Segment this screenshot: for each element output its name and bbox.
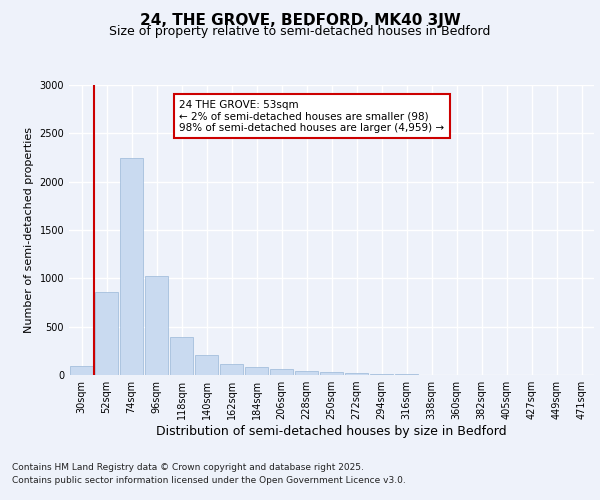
Bar <box>170 338 193 375</box>
Bar <box>270 368 293 375</box>
Bar <box>395 374 418 375</box>
Bar <box>295 370 318 375</box>
Text: 24 THE GROVE: 53sqm
← 2% of semi-detached houses are smaller (98)
98% of semi-de: 24 THE GROVE: 53sqm ← 2% of semi-detache… <box>179 100 445 132</box>
Text: Size of property relative to semi-detached houses in Bedford: Size of property relative to semi-detach… <box>109 25 491 38</box>
Bar <box>320 372 343 375</box>
Text: 24, THE GROVE, BEDFORD, MK40 3JW: 24, THE GROVE, BEDFORD, MK40 3JW <box>140 12 460 28</box>
Y-axis label: Number of semi-detached properties: Number of semi-detached properties <box>24 127 34 333</box>
X-axis label: Distribution of semi-detached houses by size in Bedford: Distribution of semi-detached houses by … <box>156 425 507 438</box>
Bar <box>120 158 143 375</box>
Bar <box>95 292 118 375</box>
Bar <box>245 368 268 375</box>
Bar <box>70 366 93 375</box>
Bar <box>220 364 243 375</box>
Bar <box>195 355 218 375</box>
Bar <box>345 373 368 375</box>
Text: Contains HM Land Registry data © Crown copyright and database right 2025.: Contains HM Land Registry data © Crown c… <box>12 462 364 471</box>
Text: Contains public sector information licensed under the Open Government Licence v3: Contains public sector information licen… <box>12 476 406 485</box>
Bar <box>370 374 393 375</box>
Bar <box>145 276 168 375</box>
